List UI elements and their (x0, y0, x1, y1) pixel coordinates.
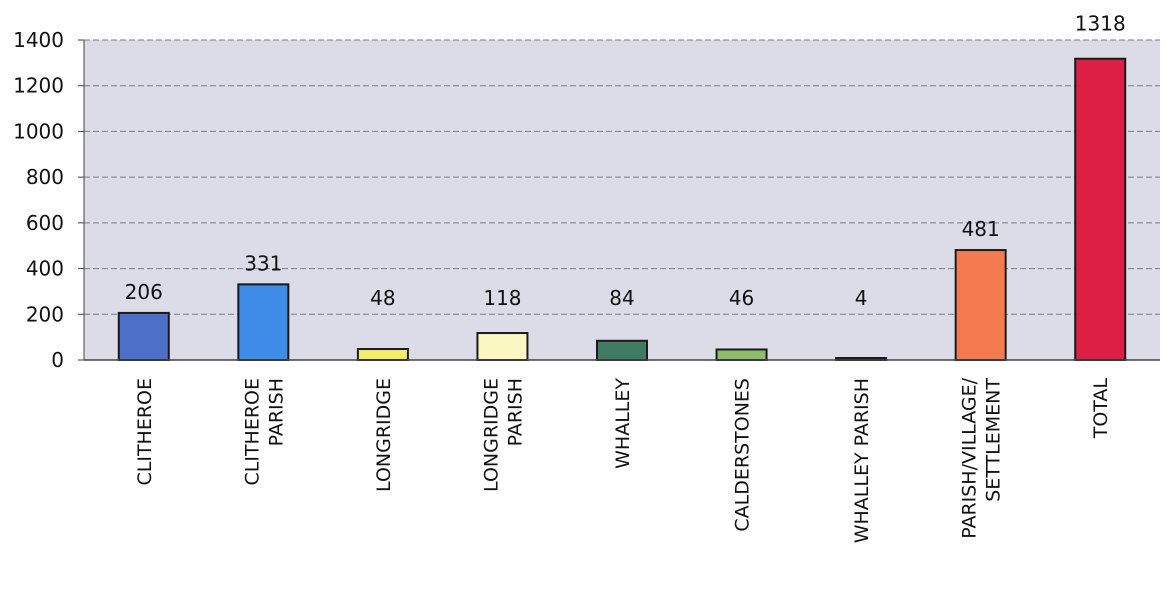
x-tick-label: CALDERSTONES (732, 378, 754, 532)
bar-value-label: 331 (244, 251, 282, 275)
y-tick-label: 800 (26, 165, 64, 189)
x-tick-label-line: WHALLEY (612, 378, 634, 469)
bar-value-label: 206 (125, 280, 163, 304)
bar-value-label: 1318 (1075, 12, 1126, 36)
x-tick-label-line: CALDERSTONES (732, 378, 754, 532)
bar (237, 283, 290, 362)
x-tick-label-line: PARISH/VILLAGE/ (959, 377, 981, 538)
bar (1074, 57, 1127, 361)
y-tick-label: 600 (26, 211, 64, 235)
y-tick-label: 200 (26, 302, 64, 326)
bar (476, 332, 529, 361)
bar-value-label: 118 (483, 286, 521, 310)
x-tick-label: LONGRIDGE (373, 378, 395, 492)
x-tick-label-line: LONGRIDGE (373, 378, 395, 492)
x-tick-label: WHALLEY (612, 378, 634, 469)
x-tick-label-line: CLITHEROE (241, 378, 263, 486)
x-tick-label: WHALLEY PARISH (851, 378, 873, 543)
x-tick-label-line: CLITHEROE (134, 378, 156, 486)
x-tick-label: CLITHEROE (134, 378, 156, 486)
y-tick-label: 400 (26, 257, 64, 281)
bar-value-label: 481 (962, 217, 1000, 241)
x-tick-label: CLITHEROE PARISH (241, 378, 287, 486)
x-tick-label-line: TOTAL (1090, 378, 1112, 440)
y-tick-label: 1000 (13, 119, 64, 143)
y-axis: 0 200 400 600 800 1000 1200 1400 (13, 28, 85, 372)
bar-value-label: 84 (609, 286, 634, 310)
x-axis: CLITHEROE CLITHEROE PARISH LONGRIDGE LONGRID… (84, 359, 1160, 543)
x-tick-label: LONGRIDGE PARISH (480, 378, 526, 492)
x-tick-label-line: PARISH (504, 378, 526, 446)
y-tick-label: 1400 (13, 28, 64, 52)
x-tick-label: PARISH/VILLAGE/SETTLEMENT (959, 377, 1005, 538)
x-tick-label: TOTAL (1090, 378, 1112, 440)
x-tick-label-line: LONGRIDGE (480, 378, 502, 492)
bar-value-label: 46 (729, 286, 754, 310)
bar (596, 339, 648, 361)
x-tick-label-line: PARISH (265, 378, 287, 446)
bar-value-label: 48 (370, 286, 395, 310)
bar (715, 348, 768, 362)
y-tick-label: 0 (51, 348, 64, 372)
bar-value-label: 4 (855, 286, 868, 310)
x-tick-label-line: WHALLEY PARISH (851, 378, 873, 543)
bar (954, 249, 1007, 361)
x-tick-label-line: SETTLEMENT (983, 378, 1005, 502)
bar (356, 348, 409, 361)
y-tick-label: 1200 (13, 74, 64, 98)
value-labels: 206 331 48 118 84 46 4 481 1318 (125, 12, 1126, 310)
bar (117, 311, 170, 361)
